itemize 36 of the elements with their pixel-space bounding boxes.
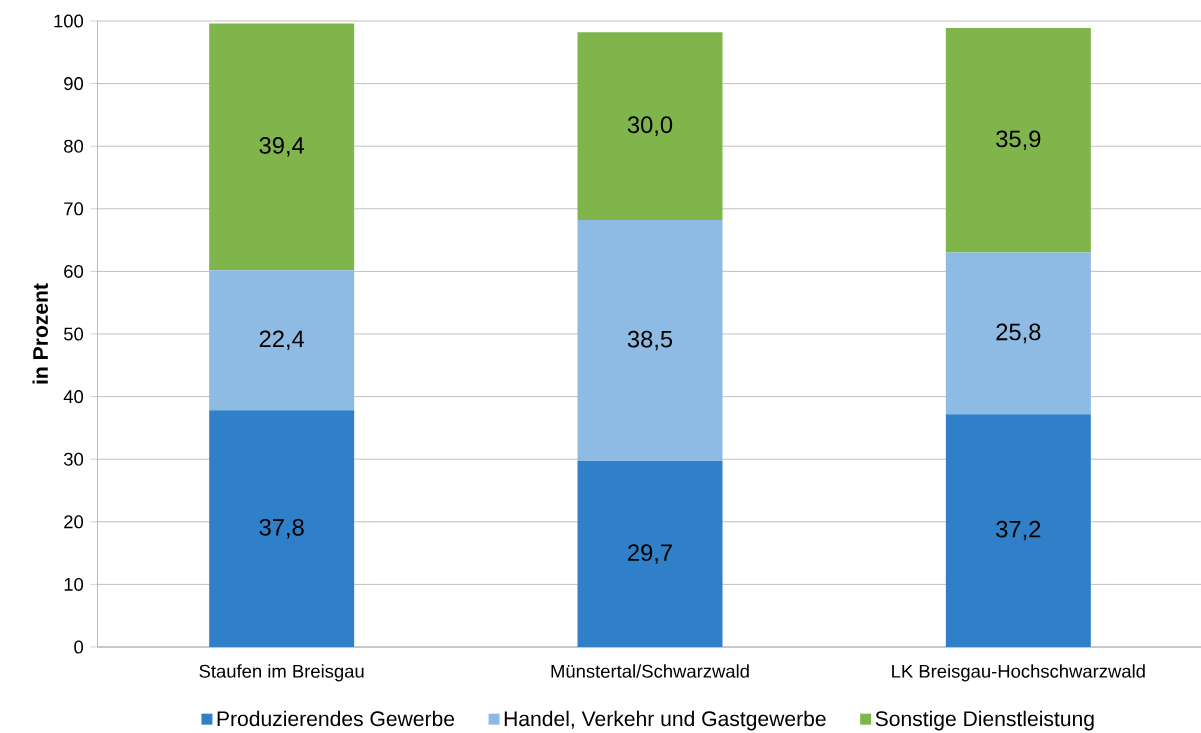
bar <box>209 23 355 271</box>
data-label: 38,5 <box>627 330 673 351</box>
x-tick-label: Münstertal/Schwarzwald <box>551 664 749 678</box>
x-tick-label: LK Breisgau-Hochschwarzwald <box>892 664 1145 682</box>
y-tick-label: 0 <box>74 640 84 654</box>
legend-label: Produzierendes Gewerbe <box>217 710 455 727</box>
y-tick-label: 20 <box>64 515 84 529</box>
data-label: 37,2 <box>996 520 1041 541</box>
y-tick-label: 10 <box>64 577 84 591</box>
bar <box>209 270 355 411</box>
bar <box>577 461 723 647</box>
bar <box>945 252 1091 415</box>
bar <box>209 410 355 647</box>
data-label: 30,0 <box>627 116 673 136</box>
y-tick-label: 30 <box>63 452 84 466</box>
y-tick-label: 50 <box>64 327 84 341</box>
data-label: 22,4 <box>259 330 305 351</box>
legend-label: Sonstige Dienstleistung <box>875 710 1094 731</box>
data-label: 35,9 <box>996 130 1041 151</box>
legend-label: Handel, Verkehr und Gastgewerbe <box>504 710 826 731</box>
y-tick-label: 40 <box>63 390 84 404</box>
y-tick-label: 60 <box>64 264 84 278</box>
y-tick-label: 90 <box>64 77 84 91</box>
y-tick-label: 70 <box>64 202 84 216</box>
data-label: 29,7 <box>628 544 672 564</box>
y-axis-title: in Prozent <box>32 283 48 384</box>
bar <box>577 32 723 221</box>
bar <box>945 414 1091 647</box>
bar <box>945 27 1091 253</box>
y-tick-label: 80 <box>64 139 84 153</box>
data-label: 25,8 <box>996 323 1041 344</box>
data-label: 39,4 <box>259 137 305 157</box>
y-tick-label: 100 <box>54 14 84 28</box>
bar <box>577 220 723 462</box>
x-tick-label: Staufen im Breisgau <box>199 664 364 682</box>
data-label: 37,8 <box>259 518 304 539</box>
